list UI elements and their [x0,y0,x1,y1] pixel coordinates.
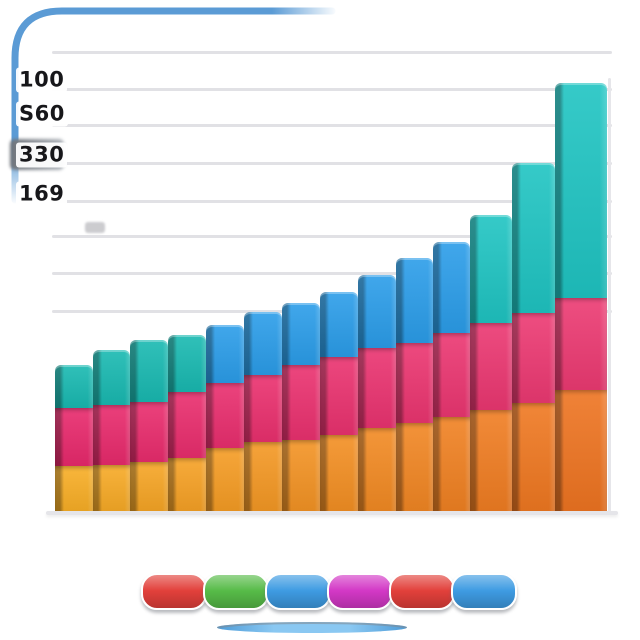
legend-pill-green-1 [203,573,269,610]
bottom-segment [433,417,470,511]
top-segment [320,292,358,357]
stacked-bar-2 [93,350,130,511]
bottom-segment [470,410,512,511]
middle-segment [282,365,320,440]
bottom-segment [320,435,358,511]
legend-pill-magenta-3 [327,573,393,610]
top-segment [55,365,93,408]
top-segment [282,303,320,365]
bottom-segment [168,458,206,511]
stacked-bar-12 [470,215,512,511]
stacked-bar-7 [282,303,320,511]
right-axis-line [608,78,611,513]
y-tick-label-1: S60 [16,101,68,127]
stacked-bar-3 [130,340,168,511]
stacked-bar-8 [320,292,358,511]
legend-pill-blue-2 [265,573,331,610]
top-segment [168,335,206,392]
legend-pill-blue-5 [451,573,517,610]
top-segment [358,275,396,348]
legend [141,573,517,610]
y-tick-label-2: 330 [16,142,68,168]
bottom-segment [55,466,93,511]
bottom-segment [130,462,168,511]
top-segment [206,325,244,383]
legend-reflection-lens [217,622,407,633]
middle-segment [93,405,130,465]
top-segment [396,258,433,343]
top-segment [244,312,282,375]
stacked-bar-9 [358,275,396,511]
top-segment [512,163,555,313]
middle-segment [396,343,433,423]
middle-segment [470,323,512,410]
bottom-segment [206,448,244,511]
top-segment [433,242,470,333]
stacked-bar-14 [555,83,607,511]
middle-segment [358,348,396,428]
bottom-segment [555,390,607,511]
axis-smudge-artifact [85,222,105,233]
bottom-segment [396,423,433,511]
middle-segment [244,375,282,442]
gridline-4 [52,200,612,203]
middle-segment [320,357,358,435]
bottom-segment [93,465,130,511]
bottom-segment [244,442,282,511]
stacked-bar-11 [433,242,470,511]
top-segment [93,350,130,405]
gridline-3 [52,162,612,165]
stacked-bar-1 [55,365,93,511]
middle-segment [206,383,244,448]
gridline-1 [52,88,612,91]
gridline-0 [52,51,612,54]
top-segment [555,83,607,298]
bottom-segment [358,428,396,511]
bottom-segment [282,440,320,511]
middle-segment [555,298,607,390]
middle-segment [512,313,555,403]
top-segment [130,340,168,402]
gridline-2 [52,124,612,127]
stacked-bar-4 [168,335,206,511]
legend-pill-red-4 [389,573,455,610]
top-segment [470,215,512,323]
stacked-bar-6 [244,312,282,511]
gridline-6 [52,272,612,275]
stacked-bar-13 [512,163,555,511]
middle-segment [130,402,168,462]
stacked-bar-5 [206,325,244,511]
bottom-segment [512,403,555,511]
y-tick-label-3: 169 [16,181,68,207]
middle-segment [168,392,206,458]
middle-segment [55,408,93,466]
gridline-5 [52,235,612,238]
stacked-bar-10 [396,258,433,511]
y-tick-label-0: 100 [16,67,68,93]
middle-segment [433,333,470,417]
x-axis-baseline [46,511,618,515]
legend-pill-red-0 [141,573,207,610]
